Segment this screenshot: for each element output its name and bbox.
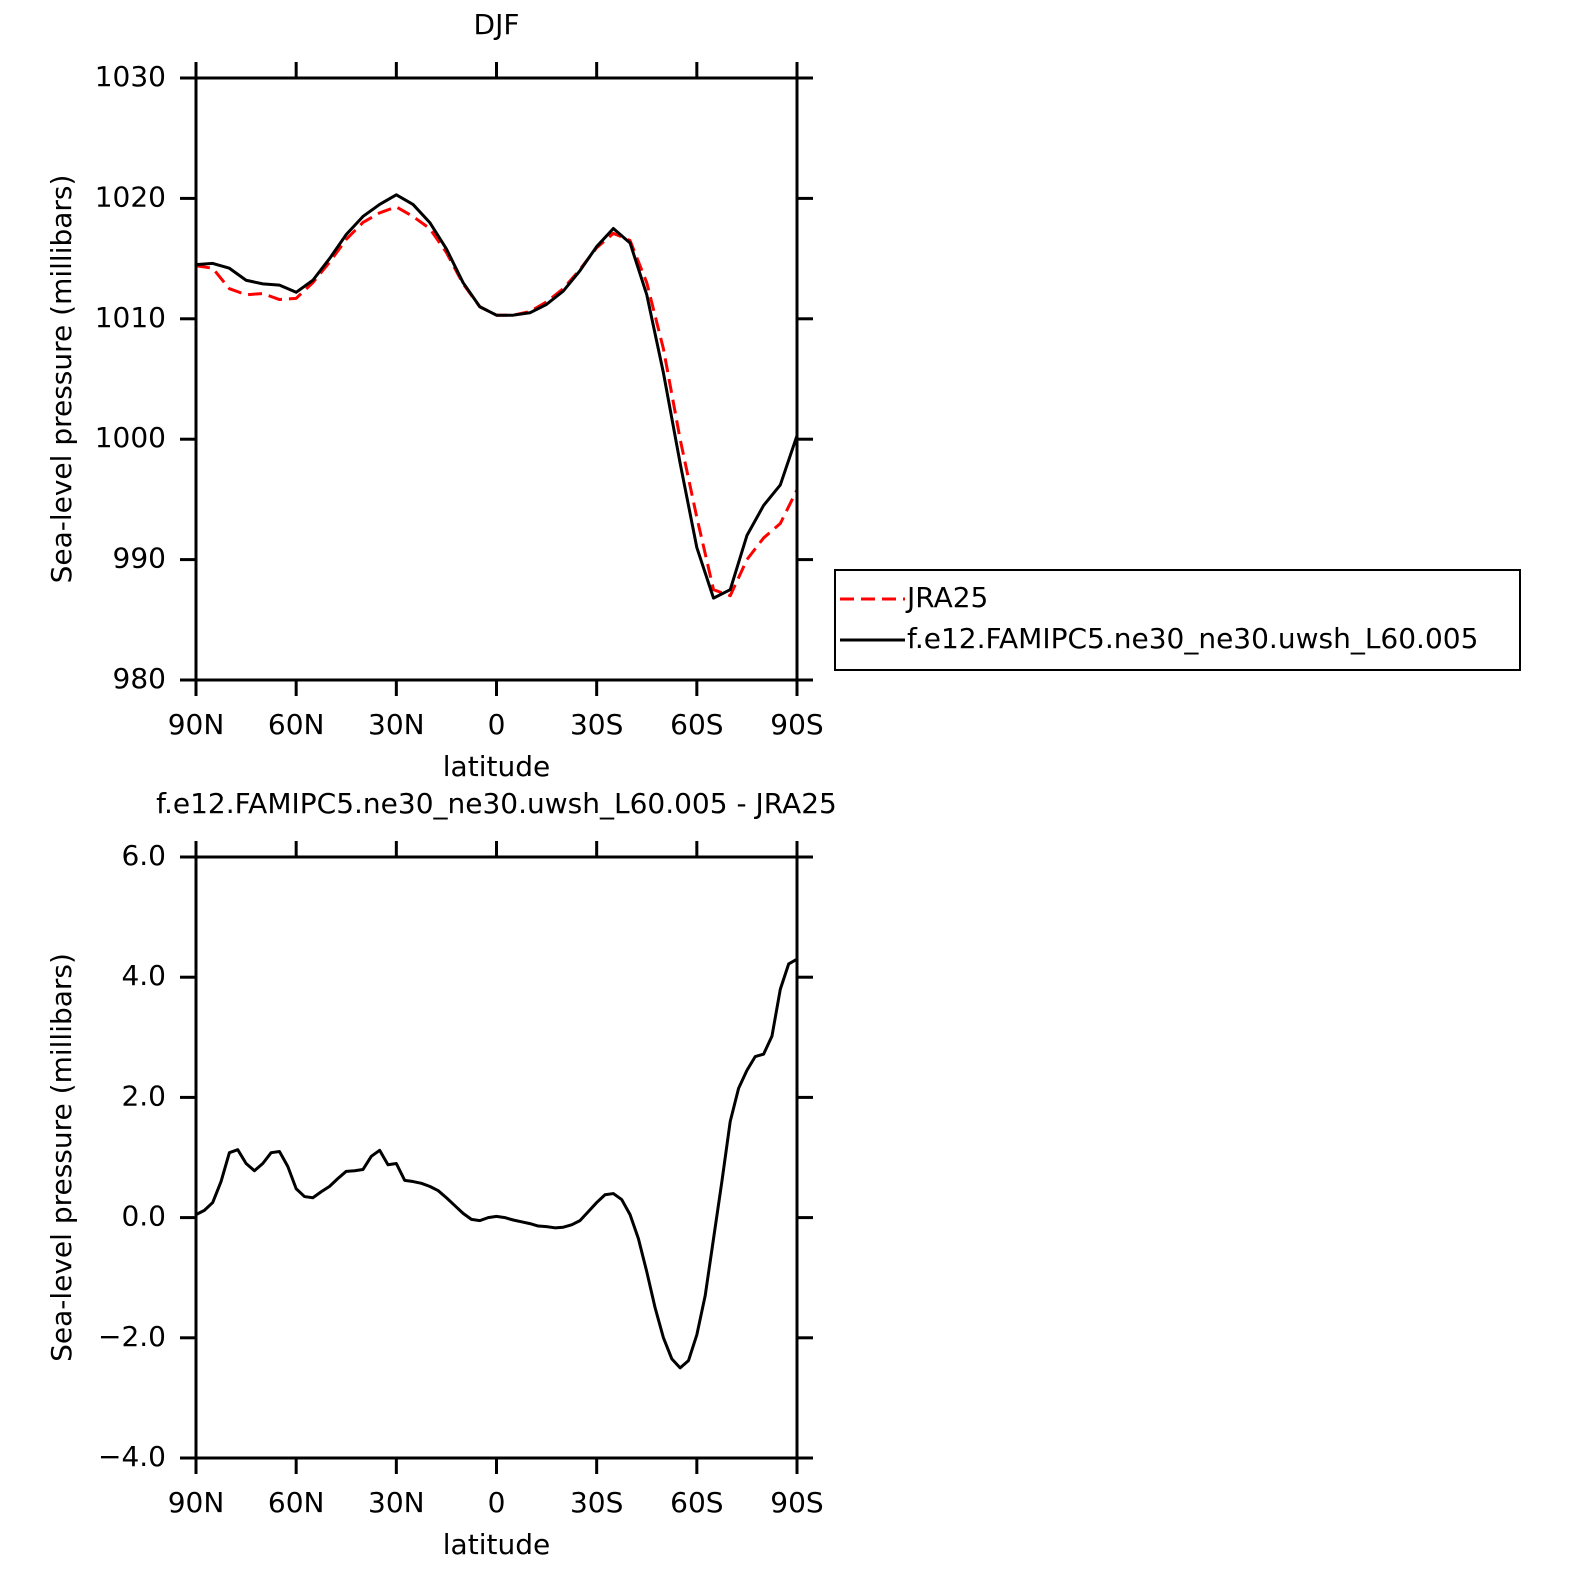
data-line bbox=[195, 205, 799, 598]
x-tick-label: 60N bbox=[268, 708, 325, 741]
chart-title: f.e12.FAMIPC5.ne30_ne30.uwsh_L60.005 - J… bbox=[156, 787, 837, 820]
data-line bbox=[195, 957, 798, 1370]
x-tick-label: 30S bbox=[570, 708, 623, 741]
x-axis-label: latitude bbox=[443, 1528, 550, 1561]
x-tick-label: 60N bbox=[268, 1486, 325, 1519]
legend-label: f.e12.FAMIPC5.ne30_ne30.uwsh_L60.005 bbox=[907, 622, 1478, 655]
chart-title: DJF bbox=[474, 8, 520, 41]
x-tick-label: 90S bbox=[770, 1486, 823, 1519]
y-tick-label: −4.0 bbox=[98, 1440, 166, 1473]
x-axis-label: latitude bbox=[443, 750, 550, 783]
legend-label: JRA25 bbox=[905, 581, 988, 614]
x-tick-label: 30N bbox=[368, 1486, 425, 1519]
y-tick-label: −2.0 bbox=[98, 1320, 166, 1353]
y-tick-label: 4.0 bbox=[121, 959, 166, 992]
x-tick-label: 60S bbox=[670, 708, 723, 741]
plot-frame bbox=[194, 76, 799, 682]
y-tick-label: 0.0 bbox=[121, 1200, 166, 1233]
y-tick-label: 1030 bbox=[95, 60, 166, 93]
x-tick-label: 90S bbox=[770, 708, 823, 741]
y-tick-label: 980 bbox=[113, 662, 166, 695]
x-tick-label: 0 bbox=[488, 1486, 506, 1519]
x-tick-label: 60S bbox=[670, 1486, 723, 1519]
y-tick-label: 1000 bbox=[95, 421, 166, 454]
plot-frame bbox=[194, 855, 799, 1460]
y-tick-label: 1020 bbox=[95, 180, 166, 213]
x-tick-label: 30S bbox=[570, 1486, 623, 1519]
legend-box bbox=[834, 569, 1521, 671]
x-tick-label: 90N bbox=[168, 708, 225, 741]
x-tick-label: 30N bbox=[368, 708, 425, 741]
x-tick-label: 0 bbox=[488, 708, 506, 741]
y-tick-label: 1010 bbox=[95, 301, 166, 334]
y-tick-label: 2.0 bbox=[121, 1079, 166, 1112]
y-axis-label: Sea-level pressure (millibars) bbox=[45, 175, 78, 584]
y-tick-label: 990 bbox=[113, 542, 166, 575]
y-tick-label: 6.0 bbox=[121, 839, 166, 872]
y-axis-label: Sea-level pressure (millibars) bbox=[45, 953, 78, 1362]
data-line bbox=[195, 193, 799, 600]
x-tick-label: 90N bbox=[168, 1486, 225, 1519]
